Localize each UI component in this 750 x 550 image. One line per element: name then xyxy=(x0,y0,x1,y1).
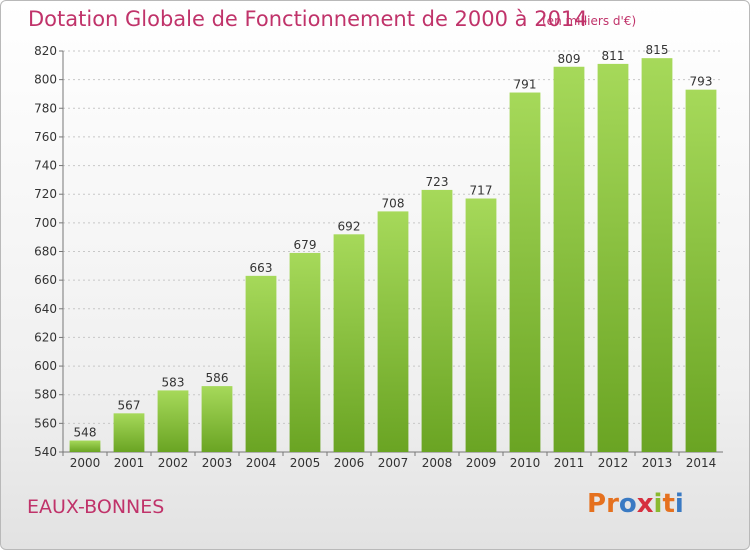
x-tick-label-2007: 2007 xyxy=(378,456,409,470)
bar-2012 xyxy=(597,63,629,453)
x-tick-label-2003: 2003 xyxy=(202,456,233,470)
x-tick-labels: 2000 2001 2002 2003 2004 2005 2006 2007 2008 2009… xyxy=(70,456,717,470)
data-label-2010: 791 xyxy=(514,78,537,92)
data-label-2011: 809 xyxy=(558,52,581,66)
x-tick-label-2005: 2005 xyxy=(290,456,321,470)
x-tick-label-2004: 2004 xyxy=(246,456,277,470)
bar-2006 xyxy=(333,234,365,452)
data-label-2008: 723 xyxy=(426,175,449,189)
bar-2013 xyxy=(641,58,673,453)
data-label-2006: 692 xyxy=(338,219,361,233)
x-tick-label-2001: 2001 xyxy=(114,456,145,470)
y-tick-label: 820 xyxy=(34,44,57,58)
bar-2011 xyxy=(553,66,585,452)
data-label-2005: 679 xyxy=(294,238,317,252)
data-label-2004: 663 xyxy=(250,261,273,275)
data-label-2014: 793 xyxy=(690,75,713,89)
bar-2010 xyxy=(509,92,541,453)
x-tick-label-2008: 2008 xyxy=(422,456,453,470)
bar-2002 xyxy=(157,390,189,452)
y-tick-label: 600 xyxy=(34,359,57,373)
x-tick-label-2009: 2009 xyxy=(466,456,497,470)
y-tick-label: 760 xyxy=(34,130,57,144)
bar-2009 xyxy=(465,198,497,452)
data-label-2000: 548 xyxy=(74,426,97,440)
data-label-2003: 586 xyxy=(206,371,229,385)
y-tick-label: 700 xyxy=(34,216,57,230)
y-tick-label: 780 xyxy=(34,101,57,115)
chart-title: Dotation Globale de Fonctionnement de 20… xyxy=(28,7,588,31)
data-label-2013: 815 xyxy=(646,43,669,57)
logo-letter: x xyxy=(636,489,654,519)
commune-name: EAUX-BONNES xyxy=(27,496,165,518)
bar-2008 xyxy=(421,189,453,453)
x-tick-label-2006: 2006 xyxy=(334,456,365,470)
data-label-2012: 811 xyxy=(602,49,625,63)
x-tick-label-2010: 2010 xyxy=(510,456,541,470)
y-tick-label: 640 xyxy=(34,302,57,316)
y-tick-label: 540 xyxy=(34,445,57,459)
data-label-2009: 717 xyxy=(470,184,493,198)
bar-2004 xyxy=(245,275,277,452)
data-label-2002: 583 xyxy=(162,375,185,389)
x-tick-label-2011: 2011 xyxy=(554,456,585,470)
proxiti-logo: Proxiti xyxy=(587,489,684,519)
y-tick-label: 720 xyxy=(34,187,57,201)
bar-2001 xyxy=(113,413,145,452)
y-tick-label: 580 xyxy=(34,388,57,402)
bar-2003 xyxy=(201,386,233,452)
bar-2014 xyxy=(685,89,717,453)
bars xyxy=(69,58,717,453)
logo-letter: r xyxy=(606,489,619,519)
y-tick-label: 800 xyxy=(34,73,57,87)
bar-2005 xyxy=(289,252,321,452)
x-tick-label-2000: 2000 xyxy=(70,456,101,470)
logo-letter: o xyxy=(618,489,637,519)
chart-unit: (en milliers d'€) xyxy=(542,14,637,28)
logo-letter: i xyxy=(674,489,684,519)
y-tick-label: 660 xyxy=(34,273,57,287)
y-tick-label: 560 xyxy=(34,416,57,430)
data-label-2001: 567 xyxy=(118,398,141,412)
bar-2007 xyxy=(377,211,409,452)
data-labels: 548 567 583 586 663 679 692 708 723 717 791 809 811 8… xyxy=(74,43,713,439)
x-tick-label-2013: 2013 xyxy=(642,456,673,470)
y-tick-label: 680 xyxy=(34,245,57,259)
x-tick-label-2002: 2002 xyxy=(158,456,189,470)
x-tick-label-2014: 2014 xyxy=(686,456,717,470)
y-tick-label: 740 xyxy=(34,159,57,173)
logo-letter: t xyxy=(662,489,675,519)
logo-letter: i xyxy=(653,489,663,519)
bar-2000 xyxy=(69,440,101,452)
data-label-2007: 708 xyxy=(382,196,405,210)
logo-letter: P xyxy=(587,489,607,519)
x-tick-label-2012: 2012 xyxy=(598,456,629,470)
y-tick-labels: 540 560 580 600 620 640 660 680 700 720 740 760 780 8… xyxy=(34,44,57,459)
y-tick-label: 620 xyxy=(34,330,57,344)
